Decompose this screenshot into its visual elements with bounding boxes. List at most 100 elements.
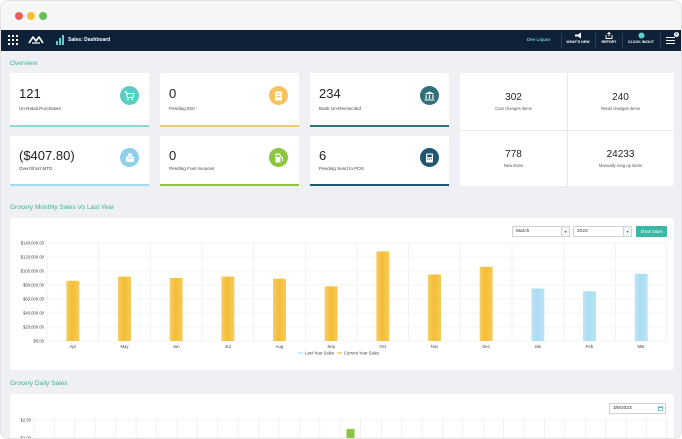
card-accent-bar [10, 184, 149, 186]
x-tick-label: Jan [534, 344, 542, 349]
x-tick-label: Nov [431, 344, 439, 349]
close-window-button[interactable] [15, 12, 23, 20]
hamburger-menu-icon[interactable] [666, 37, 675, 46]
whats-new-button[interactable]: WHAT'S NEW [564, 32, 592, 49]
x-tick-label: Oct [379, 344, 386, 349]
x-tick-label: May [120, 344, 129, 349]
bar-last-year-sales [583, 291, 596, 341]
bar-current-year-sales [66, 280, 80, 341]
stat-value: 24233 [606, 149, 635, 160]
bank-unreconciled-card[interactable]: 234 Bank Un-Reconciled [310, 73, 449, 127]
edi-document-icon [269, 86, 288, 105]
card-label: Un Retail Purchases [19, 106, 61, 111]
pending-fuel-invoices-card[interactable]: 0 Pending Fuel Invoices [160, 136, 299, 186]
y-tick-label: $140,000.00 [21, 241, 45, 246]
app-grid-icon[interactable] [8, 35, 18, 45]
card-label: Bank Un-Reconciled [319, 106, 361, 111]
y-tick-label: $80,000.00 [23, 283, 45, 288]
whats-new-label: WHAT'S NEW [566, 40, 590, 44]
bar-current-year-sales [376, 251, 390, 341]
retail-changes-stat[interactable]: 240 Retail changes items [567, 92, 674, 111]
x-tick-label: Dec [482, 344, 490, 349]
report-button[interactable]: REPORT [598, 32, 620, 49]
date-picker[interactable]: 3/9/2023 [609, 403, 666, 414]
date-picker-value: 3/9/2023 [613, 406, 632, 411]
x-tick-label: Aug [276, 344, 284, 349]
stat-value: 240 [612, 92, 629, 103]
legend-label: Current Year Sales [344, 351, 379, 356]
export-icon [605, 32, 613, 39]
bar-current-year-sales [273, 278, 286, 341]
monthly-sales-panel: March ▾ 2023 ▾ Show Sales $0.00 $20,000.0… [10, 218, 674, 370]
navbar-divider [622, 33, 623, 48]
bank-icon [420, 86, 439, 105]
bar-current-year-sales [118, 276, 131, 341]
daily-sales-chart: $2.50 $2.00 [21, 418, 668, 438]
card-accent-bar [160, 125, 299, 127]
card-label: Over/Short MTD [19, 166, 53, 171]
x-tick-label: Feb [586, 344, 594, 349]
y-tick-label: $2.50 [21, 418, 32, 423]
y-tick-label: $20,000.00 [23, 325, 45, 330]
monthly-sales-chart: $0.00 $20,000.00 $40,000.00 $60,000.00 $80,0… [10, 218, 674, 370]
card-accent-bar [10, 125, 149, 127]
card-label: Pending Send to POS [319, 166, 364, 171]
card-value: ($407.80) [19, 148, 75, 163]
card-label: Pending EDI [169, 106, 195, 111]
stat-label: Cost changes items [495, 106, 532, 111]
clock-in-out-button[interactable]: CLOCK IN/OUT [624, 32, 658, 49]
x-tick-label: Apr [69, 344, 76, 349]
overview-title: Overview [10, 60, 38, 67]
card-value: 121 [19, 86, 41, 101]
stat-value: 302 [505, 92, 522, 103]
daily-sales-title: Grocery Daily Sales [10, 380, 68, 387]
x-tick-label: Sep [327, 344, 335, 349]
pending-edi-card[interactable]: 0 Pending EDI [160, 73, 299, 127]
show-sales-button[interactable]: Show Sales [636, 226, 667, 237]
bar-current-year-sales [428, 274, 441, 341]
card-value: 0 [169, 86, 177, 101]
card-value: 234 [319, 86, 341, 101]
x-tick-label: Jun [173, 344, 181, 349]
cash-register-icon [120, 148, 139, 167]
bar-daily-sales [346, 429, 355, 438]
bar-last-year-sales [531, 288, 545, 341]
year-select[interactable]: 2023 ▾ [573, 226, 632, 237]
navbar-divider [660, 33, 661, 48]
bar-current-year-sales [221, 276, 235, 341]
card-value: 0 [169, 148, 177, 163]
card-accent-bar [160, 184, 299, 186]
monthly-sales-title: Grocery Monthly Sales Vs Last Year [10, 204, 115, 211]
notification-badge[interactable]: 0 [674, 32, 679, 37]
chevron-down-icon: ▾ [623, 227, 631, 236]
stats-divider [567, 73, 568, 186]
bar-current-year-sales [479, 266, 493, 341]
stat-label: New items [503, 163, 524, 168]
cost-changes-stat[interactable]: 302 Cost changes items [460, 92, 567, 111]
stat-label: Retail changes items [601, 106, 640, 111]
x-tick-label: Mar [637, 344, 645, 349]
report-label: REPORT [601, 40, 617, 44]
manually-rung-up-stat[interactable]: 24233 Manually rung up items [567, 149, 674, 168]
card-label: Pending Fuel Invoices [169, 166, 215, 171]
chevron-down-icon: ▾ [561, 227, 569, 236]
maximize-window-button[interactable] [39, 12, 47, 20]
month-select[interactable]: March ▾ [512, 226, 570, 237]
retail-purchases-card[interactable]: 121 Un Retail Purchases [10, 73, 149, 127]
stat-value: 778 [505, 149, 522, 160]
cart-icon [120, 86, 139, 105]
brand-logo-icon[interactable] [28, 34, 44, 46]
user-name[interactable]: Dev Liquor [527, 37, 551, 42]
pending-send-to-pos-card[interactable]: 6 Pending Send to POS [310, 136, 449, 186]
page-title: Sales: Dashboard [68, 37, 111, 43]
monthly-chart-svg: $0.00 $20,000.00 $40,000.00 $60,000.00 $80,0… [21, 241, 668, 356]
over-short-card[interactable]: ($407.80) Over/Short MTD [10, 136, 149, 186]
bar-current-year-sales [169, 278, 183, 341]
dashboard-chart-icon [56, 35, 64, 45]
x-tick-label: Jul [225, 344, 231, 349]
bar-last-year-sales [634, 273, 648, 341]
y-tick-label: $100,000.00 [21, 269, 45, 274]
new-items-stat[interactable]: 778 New items [460, 149, 567, 168]
minimize-window-button[interactable] [27, 12, 35, 20]
